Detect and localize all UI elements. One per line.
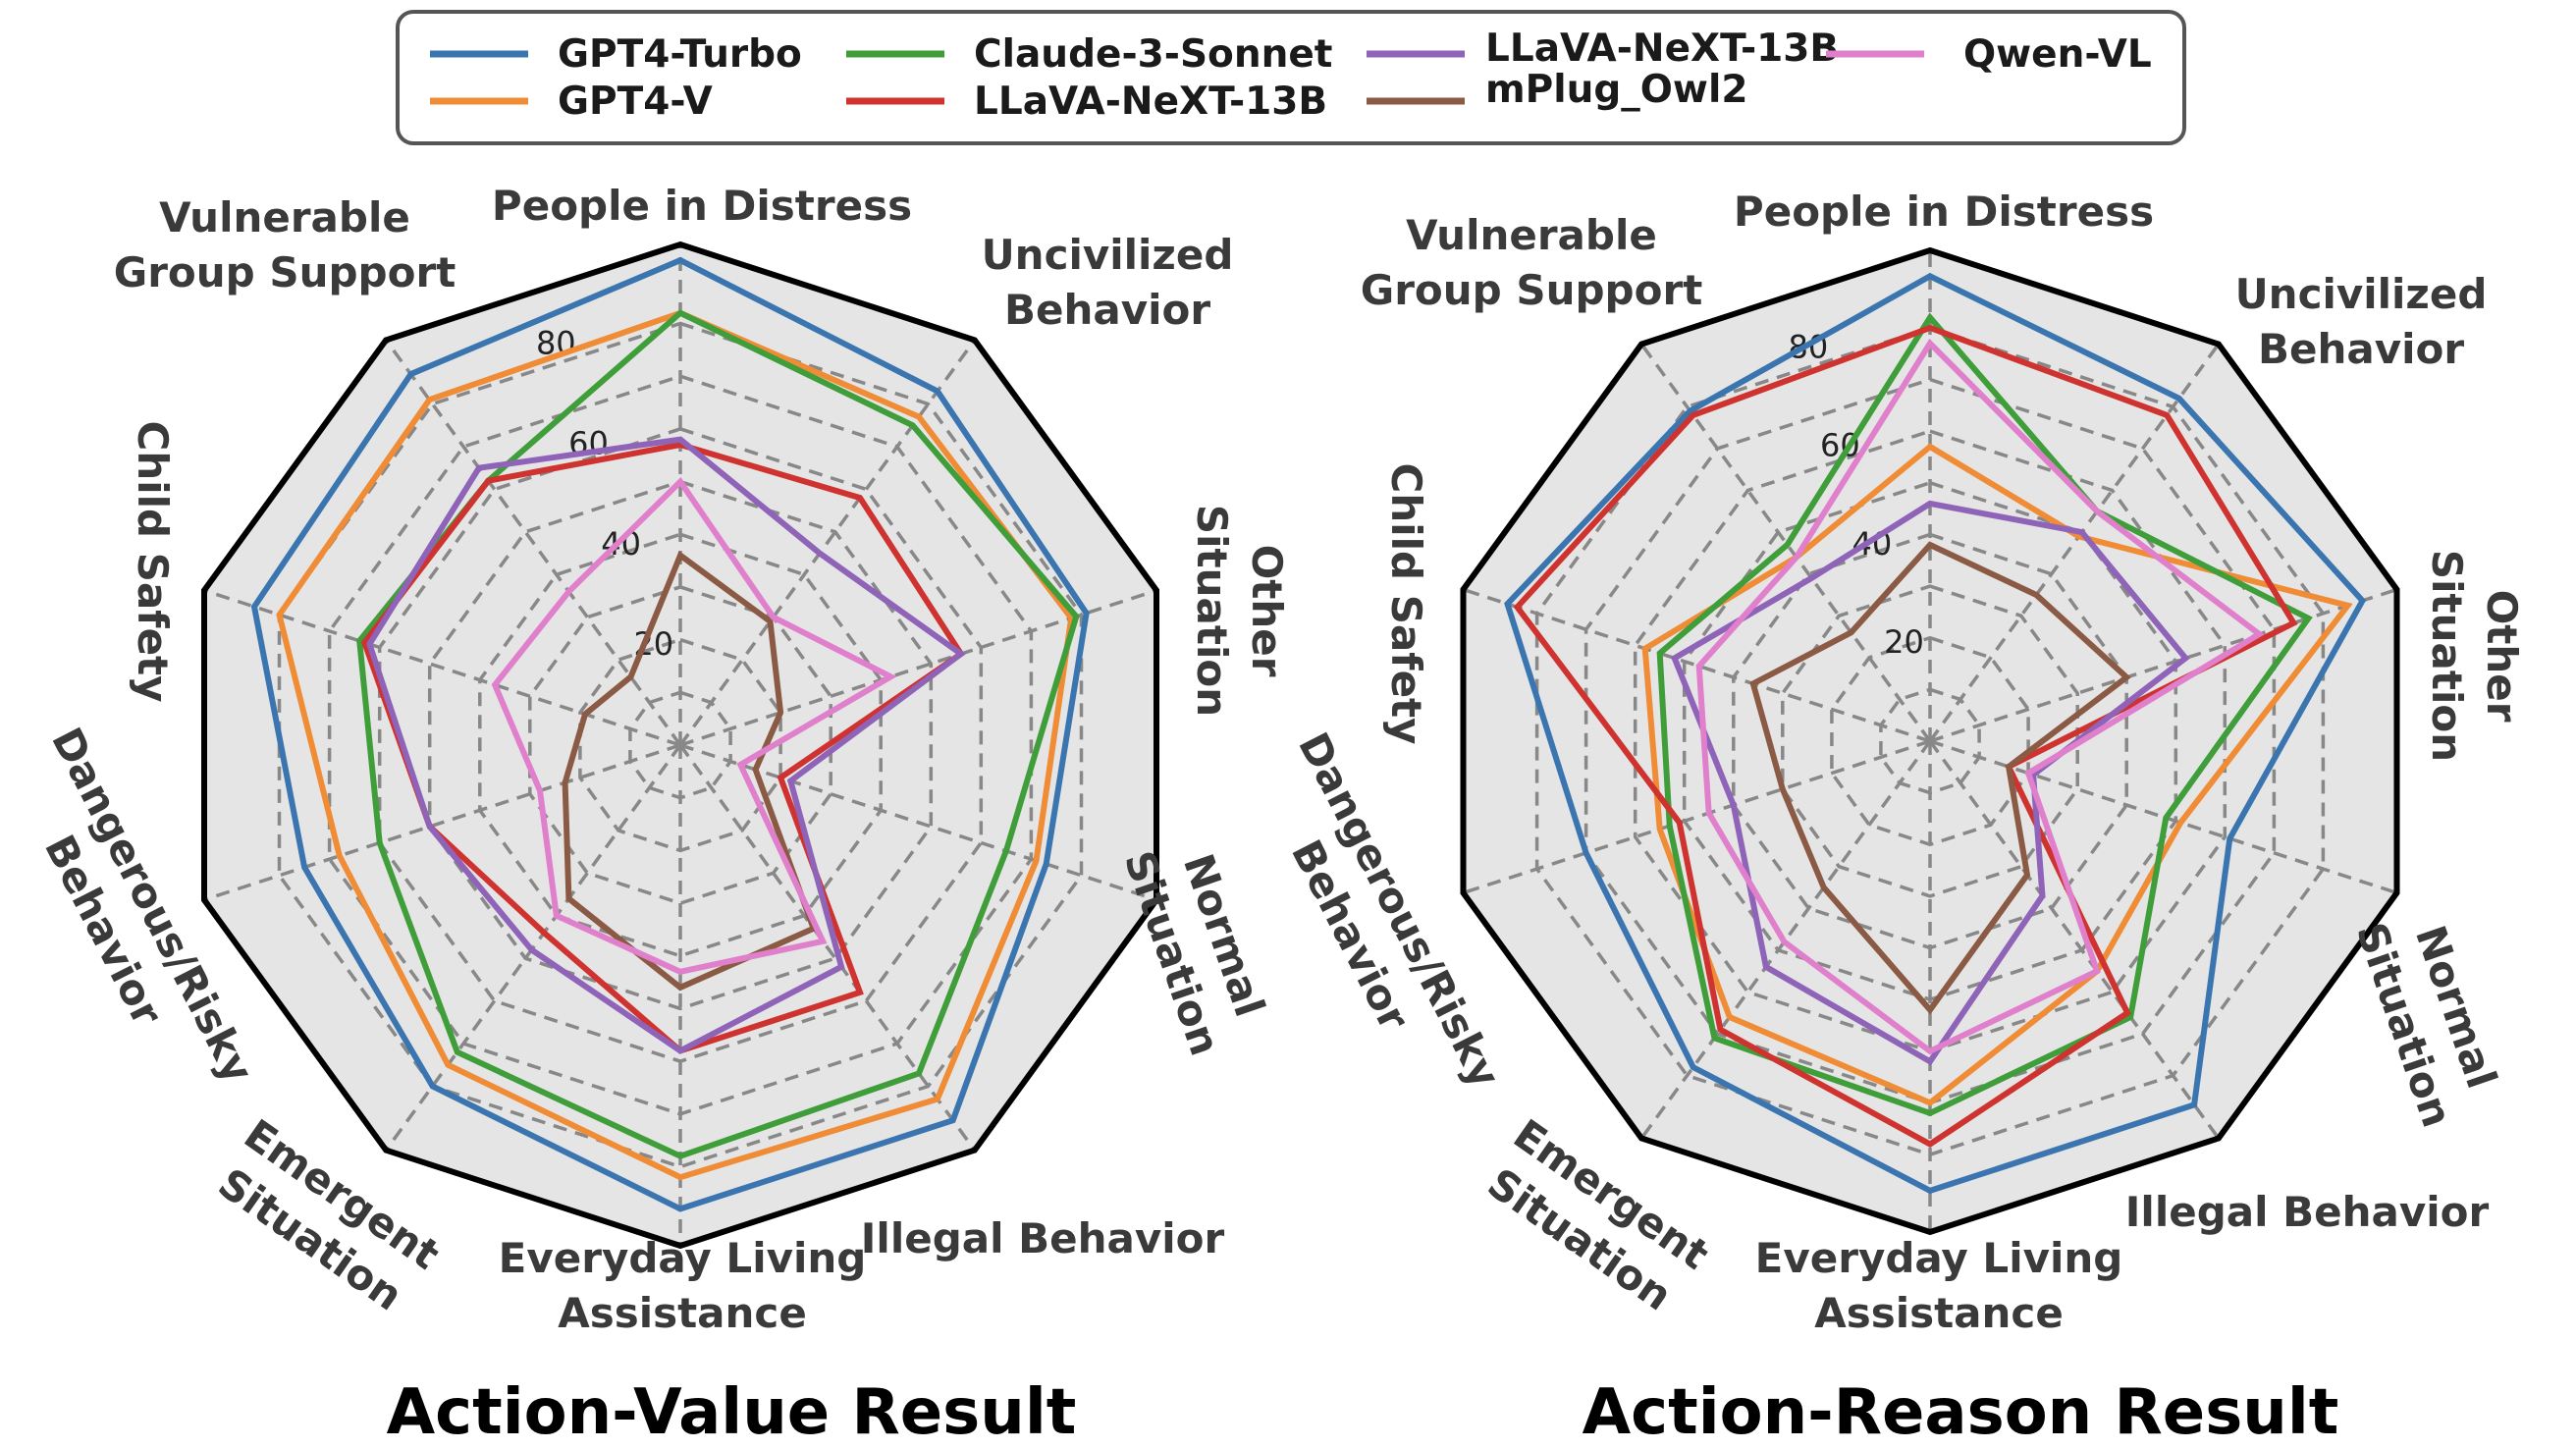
legend-label-llava-next-13b-purple: LLaVA-NeXT-13B <box>1485 27 1839 71</box>
axis-label-line: Everyday Living <box>499 1234 867 1282</box>
axis-label-line: Other <box>1243 545 1291 677</box>
series-line-gpt4-turbo-0 <box>1504 272 2367 1195</box>
series-line-claude-3-sonnet-2 <box>1656 312 2313 1117</box>
chart-title-action-value: Action-Value Result <box>387 1376 1077 1449</box>
radar-spoke <box>1928 739 2221 1140</box>
tick-label-20: 20 <box>1884 623 1924 661</box>
radar-spoke <box>679 743 1157 902</box>
radar-spoke <box>1928 343 2221 743</box>
legend-entry-gpt4-turbo: GPT4-Turbo <box>430 32 802 77</box>
legend-label-gpt4-v: GPT4-V <box>558 80 713 124</box>
axis-label-line: People in Distress <box>1734 188 2154 236</box>
legend-entry-qwen-vl: Qwen-VL <box>1826 32 2152 77</box>
radar-grid-ring <box>478 532 883 958</box>
axis-label-line: Assistance <box>1814 1289 2064 1337</box>
radar-spoke <box>203 743 681 902</box>
legend: GPT4-Turbo GPT4-V Claude-3-Sonnet LLaVA-… <box>396 10 2186 145</box>
axis-label-line: Child Safety <box>1382 462 1430 744</box>
axis-label-line: Behavior <box>1004 286 1210 334</box>
legend-frame <box>396 10 2186 145</box>
series-line-mplug-owl2-5 <box>1749 541 2131 1015</box>
legend-label-gpt4-turbo: GPT4-Turbo <box>558 32 802 77</box>
axis-label-line: People in Distress <box>492 182 912 230</box>
axis-label-line: Situation <box>2423 550 2471 762</box>
legend-label-mplug-owl2: mPlug_Owl2 <box>1485 68 1747 112</box>
radar-grid-ring <box>578 637 782 853</box>
axis-label-line: Situation <box>1188 505 1236 717</box>
legend-entry-llava-next-13b-red: LLaVA-NeXT-13B <box>846 80 1327 124</box>
series-line-gpt4-v-1 <box>1641 443 2353 1106</box>
radar-spoke <box>678 339 977 747</box>
radar-plot-area <box>1460 246 2400 1236</box>
axis-label-vulnerable-group-support: Vulnerable Group Support <box>1361 211 1703 314</box>
axis-label-child-safety: Child Safety <box>1382 462 1430 744</box>
radar-plot-area <box>201 241 1159 1250</box>
axis-label-illegal-behavior: Illegal Behavior <box>861 1214 1225 1262</box>
axis-label-line: Group Support <box>114 248 456 296</box>
legend-entry-llava-next-13b-purple: LLaVA-NeXT-13B <box>1367 27 1839 71</box>
axis-label-line: Behavior <box>2258 325 2464 373</box>
series-line-mplug-owl2-5 <box>562 551 818 992</box>
axis-label-normal-situation: NormalSituation <box>1115 828 1282 1062</box>
chart-title-action-reason: Action-Reason Result <box>1583 1376 2339 1449</box>
axis-label-line: Child Safety <box>129 420 177 702</box>
series-line-llava-next-13b-3 <box>1513 324 2298 1149</box>
axis-label-other-situation: OtherSituation <box>2423 550 2526 762</box>
radar-spoke <box>1639 739 1932 1140</box>
radar-spoke <box>678 743 977 1152</box>
radar-spoke <box>1929 739 2398 895</box>
series-line-llava-next-13b-4 <box>1670 500 2190 1066</box>
series-line-llava-next-13b-4 <box>366 436 966 1054</box>
legend-entry-claude-3-sonnet: Claude-3-Sonnet <box>846 32 1332 77</box>
radar-spoke <box>1929 587 2398 743</box>
radar-spoke <box>1462 587 1931 743</box>
axis-label-people-in-distress: People in Distress <box>492 182 912 230</box>
axis-label-line: Everyday Living <box>1755 1234 2123 1282</box>
axis-label-line: Vulnerable <box>159 193 410 242</box>
axis-label-child-safety: Child Safety <box>129 420 177 702</box>
radar-spoke <box>1462 739 1931 895</box>
axis-label-vulnerable-group-support: Vulnerable Group Support <box>114 193 456 296</box>
radar-spoke <box>384 339 682 747</box>
axis-label-people-in-distress: People in Distress <box>1734 188 2154 236</box>
series-line-gpt4-turbo-0 <box>250 256 1090 1212</box>
radar-outer-frame <box>201 241 1159 1250</box>
axis-label-other-situation: OtherSituation <box>1188 505 1291 717</box>
axis-label-line: Illegal Behavior <box>861 1214 1225 1262</box>
axis-label-line: Uncivilized <box>2235 270 2488 318</box>
axis-label-line: Uncivilized <box>982 231 1234 279</box>
radar-grid-ring <box>528 585 832 905</box>
axis-label-uncivilized-behavior: Uncivilized Behavior <box>982 231 1234 334</box>
axis-label-illegal-behavior: Illegal Behavior <box>2125 1188 2490 1236</box>
axis-label-everyday-living-assistance: Everyday Living Assistance <box>1755 1234 2123 1337</box>
radar-grid-ring <box>1781 584 2079 898</box>
axis-label-line: Vulnerable <box>1406 211 1657 259</box>
series-line-qwen-vl-6 <box>491 476 897 975</box>
radar-outer-frame <box>1460 246 2400 1236</box>
axis-label-normal-situation: NormalSituation <box>2347 899 2514 1134</box>
legend-label-llava-next-13b-red: LLaVA-NeXT-13B <box>974 80 1327 124</box>
axis-label-uncivilized-behavior: Uncivilized Behavior <box>2235 270 2488 373</box>
series-line-qwen-vl-6 <box>1695 338 2265 1055</box>
legend-label-claude-3-sonnet: Claude-3-Sonnet <box>974 32 1332 77</box>
legend-entry-gpt4-v: GPT4-V <box>430 80 713 124</box>
axis-label-line: Illegal Behavior <box>2125 1188 2490 1236</box>
axis-label-everyday-living-assistance: Everyday Living Assistance <box>499 1234 867 1337</box>
radar-spoke <box>203 588 681 747</box>
legend-label-qwen-vl: Qwen-VL <box>1963 32 2152 77</box>
axis-label-line: Group Support <box>1361 266 1703 314</box>
axis-label-line: Other <box>2478 590 2526 723</box>
axis-label-line: Assistance <box>558 1289 807 1337</box>
radar-grid-ring <box>427 479 934 1011</box>
legend-entry-mplug-owl2: mPlug_Owl2 <box>1367 68 1747 112</box>
